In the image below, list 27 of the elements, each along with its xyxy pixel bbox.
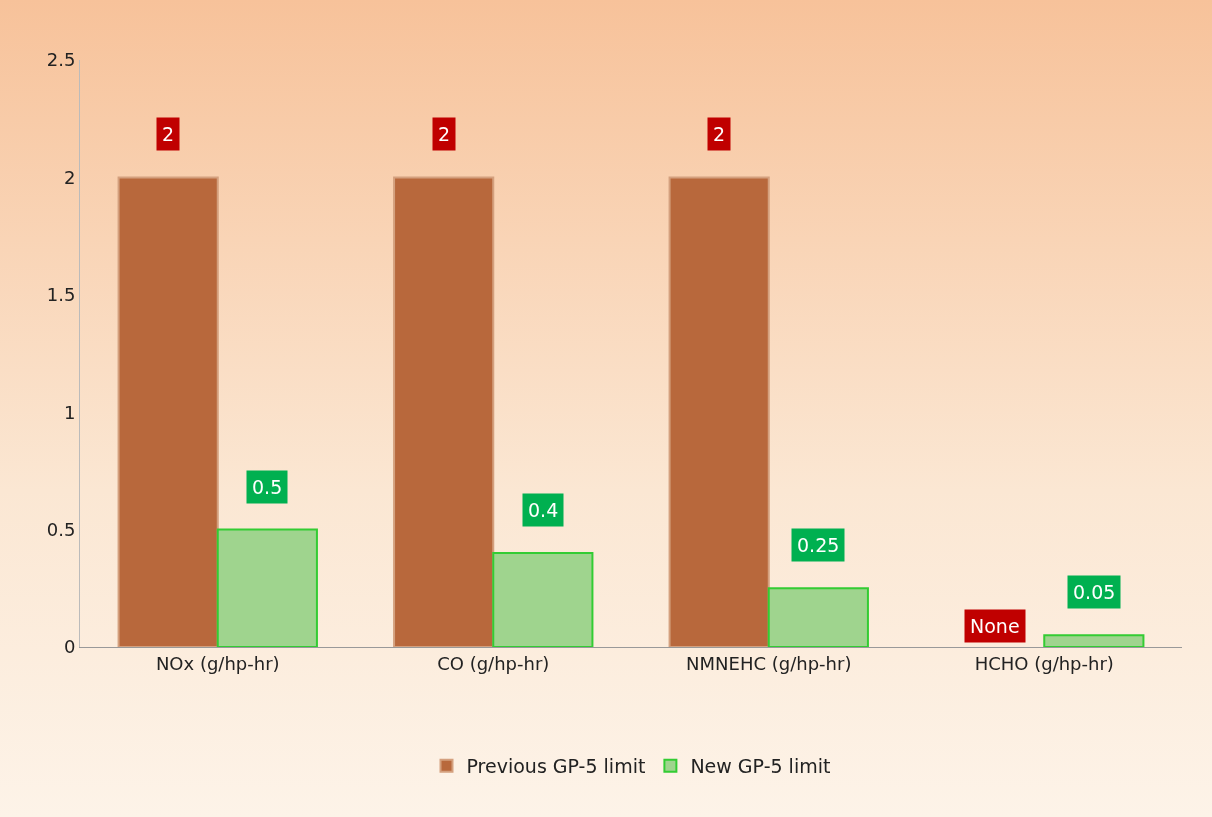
data-label: 0.25 xyxy=(797,534,840,556)
bar xyxy=(216,528,318,647)
y-tick-label: 1 xyxy=(63,401,76,423)
bar xyxy=(492,552,594,647)
bar xyxy=(393,176,495,647)
data-label: 0.05 xyxy=(1073,581,1116,603)
data-label: 0.5 xyxy=(252,476,283,498)
x-tick-label: HCHO (g/hp-hr) xyxy=(974,652,1114,674)
y-tick-label: 0 xyxy=(63,636,76,658)
y-tick-label: 2.5 xyxy=(46,49,76,71)
y-tick-label: 1.5 xyxy=(46,284,76,306)
y-tick-label: 2 xyxy=(63,166,76,188)
text: None xyxy=(970,615,1020,637)
bar xyxy=(668,176,770,647)
x-tick-label: NMNEHC (g/hp-hr) xyxy=(686,652,852,674)
x-tick-label: NOx (g/hp-hr) xyxy=(155,652,280,674)
data-label: 2 xyxy=(713,123,726,145)
bar xyxy=(117,176,219,647)
legend-label: New GP-5 limit xyxy=(690,755,831,778)
data-label: 2 xyxy=(438,123,451,145)
legend-label: Previous GP-5 limit xyxy=(466,755,646,778)
data-label: 2 xyxy=(162,123,175,145)
data-label: 0.4 xyxy=(528,499,559,521)
bar xyxy=(767,587,869,647)
bar xyxy=(1043,634,1145,647)
x-tick-label: CO (g/hp-hr) xyxy=(437,652,550,674)
y-tick-label: 0.5 xyxy=(46,518,76,540)
